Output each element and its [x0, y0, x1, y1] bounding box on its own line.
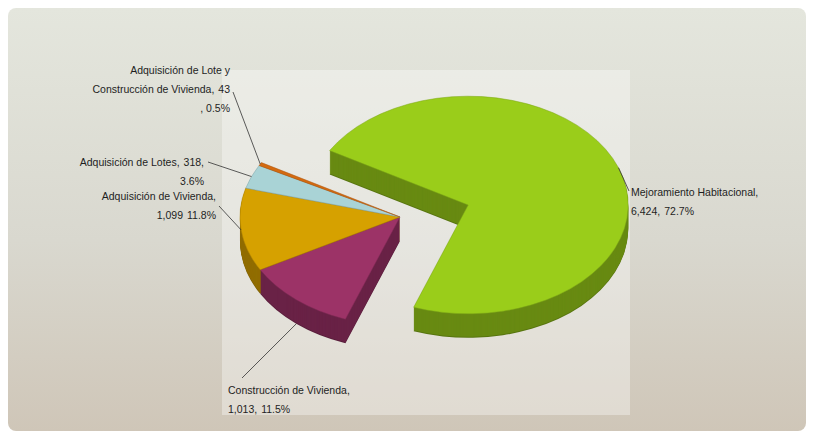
leader-line — [233, 92, 260, 164]
category-label: Adquisición de Vivienda, — [102, 190, 216, 202]
percentage-label: 72.7% — [664, 205, 694, 217]
leader-line — [242, 324, 296, 378]
plot-panel — [222, 70, 630, 415]
leader-line — [619, 168, 629, 191]
leader-line — [219, 206, 241, 230]
category-label: Adquisición de Lote y — [130, 64, 231, 76]
percentage-label: 3.6% — [180, 175, 204, 187]
slice-side — [330, 97, 629, 315]
category-label: Construcción de Vivienda, — [228, 384, 350, 396]
pie-sides — [240, 97, 628, 343]
category-label: Mejoramiento Habitacional, — [631, 186, 758, 198]
data-labels: Mejoramiento Habitacional, 6,424, 72.7% Con… — [80, 64, 759, 415]
photo-background — [8, 8, 806, 431]
slice — [259, 163, 400, 217]
chart: Mejoramiento Habitacional, 6,424, 72.7% Con… — [0, 0, 814, 441]
leader-lines — [208, 92, 629, 378]
slice — [246, 165, 400, 217]
leader-line — [208, 162, 251, 177]
percentage-label: 11.8% — [187, 209, 216, 221]
value-label: 1,099 — [157, 209, 183, 221]
page-background — [0, 0, 814, 441]
value-label: 318, — [184, 156, 204, 168]
pie-tops — [240, 96, 628, 319]
percentage-label: , 0.5% — [200, 102, 230, 114]
value-label: 43 — [218, 83, 230, 95]
value-label: 1,013, — [228, 403, 257, 415]
value-label: 6,424, — [631, 205, 660, 217]
pie-marks — [240, 96, 628, 343]
slice — [330, 96, 629, 314]
percentage-label: 11.5% — [261, 403, 290, 415]
category-label: Construcción de Vivienda, — [93, 83, 215, 95]
category-label: Adquisición de Lotes, — [80, 156, 180, 168]
